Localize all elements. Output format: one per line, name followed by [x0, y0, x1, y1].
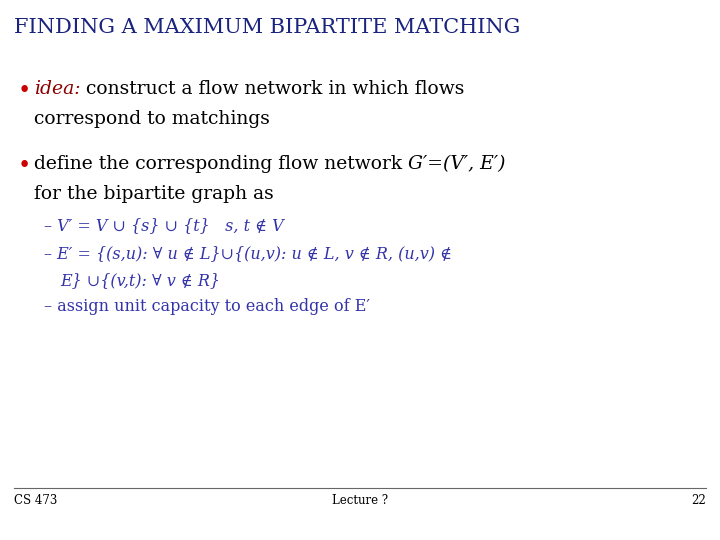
Text: 22: 22	[691, 494, 706, 507]
Text: define the corresponding flow network: define the corresponding flow network	[34, 155, 408, 173]
Text: CS 473: CS 473	[14, 494, 58, 507]
Text: – E′ = {(s,u): ∀ u ∉ L}∪{(u,v): u ∉ L, v ∉ R, (u,v) ∉: – E′ = {(s,u): ∀ u ∉ L}∪{(u,v): u ∉ L, v…	[44, 245, 452, 262]
Text: correspond to matchings: correspond to matchings	[34, 110, 270, 128]
Text: for the bipartite graph as: for the bipartite graph as	[34, 185, 274, 203]
Text: •: •	[18, 155, 31, 177]
Text: – V′ = V ∪ {s} ∪ {t}   s, t ∉ V: – V′ = V ∪ {s} ∪ {t} s, t ∉ V	[44, 217, 284, 234]
Text: Lecture ?: Lecture ?	[332, 494, 388, 507]
Text: idea:: idea:	[34, 80, 81, 98]
Text: E} ∪{(v,t): ∀ v ∉ R}: E} ∪{(v,t): ∀ v ∉ R}	[60, 272, 220, 289]
Text: construct a flow network in which flows: construct a flow network in which flows	[86, 80, 464, 98]
Text: •: •	[18, 80, 31, 102]
Text: G′=(V′, E′): G′=(V′, E′)	[408, 155, 505, 173]
Text: – assign unit capacity to each edge of E′: – assign unit capacity to each edge of E…	[44, 298, 370, 315]
Text: FINDING A MAXIMUM BIPARTITE MATCHING: FINDING A MAXIMUM BIPARTITE MATCHING	[14, 18, 521, 37]
